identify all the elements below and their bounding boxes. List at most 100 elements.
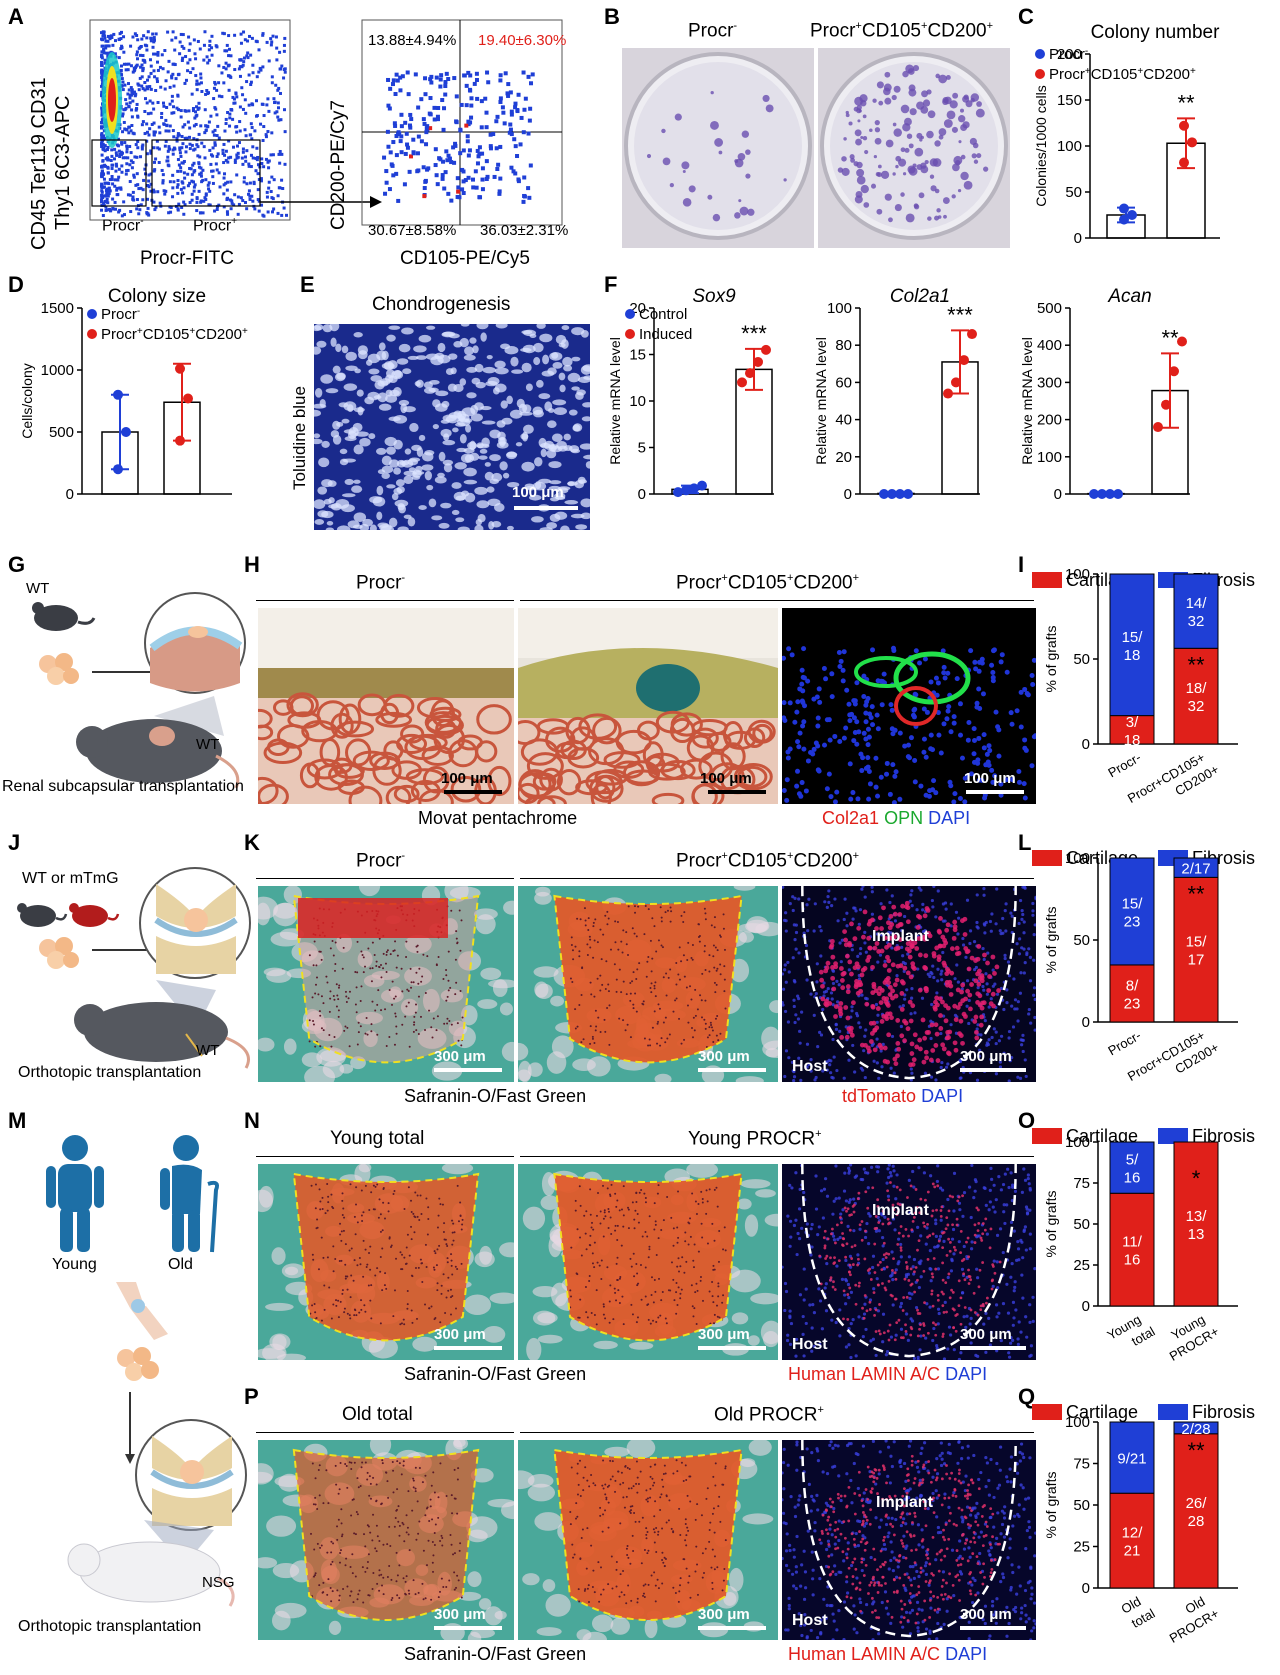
cell (435, 1029, 438, 1032)
cell (356, 1221, 359, 1224)
significance: *** (741, 321, 767, 346)
cell (400, 967, 403, 970)
nucleus (912, 706, 918, 712)
nucleus (1029, 763, 1035, 769)
cell (416, 1194, 419, 1197)
cell (673, 1299, 676, 1302)
chondrocyte (482, 366, 496, 374)
data-point (959, 355, 969, 366)
red-signal (941, 1046, 947, 1052)
flow-event (212, 86, 216, 90)
flow-event (248, 34, 252, 38)
flow-event (527, 118, 532, 123)
flow-event (251, 145, 255, 149)
flow-event (195, 143, 199, 147)
cell (600, 958, 603, 961)
red-signal (905, 919, 911, 925)
flow-event (190, 179, 194, 183)
flow-event (439, 73, 444, 78)
data-point (951, 377, 961, 388)
cell (712, 944, 715, 947)
flow-event (164, 189, 168, 193)
cell (682, 920, 685, 923)
nucleus (920, 996, 925, 1000)
flow-event (149, 71, 153, 75)
y-tick-label: 1500 (41, 300, 74, 317)
nucleus (837, 663, 843, 669)
red-signal (922, 965, 928, 970)
flow-event (168, 85, 172, 89)
chondrocyte (327, 480, 337, 487)
nucleus (990, 670, 996, 676)
flow-event (181, 142, 185, 146)
cell (634, 1209, 637, 1212)
chondrocyte (336, 525, 351, 530)
marrow (535, 886, 551, 897)
flow-event (154, 52, 158, 56)
nucleus (941, 670, 947, 676)
chondrocyte (481, 420, 496, 425)
flow-event (222, 205, 226, 209)
cell (651, 1026, 654, 1029)
cell (312, 1258, 315, 1261)
colony (902, 172, 907, 176)
stacked-bar-fibrosis (1173, 857, 1219, 878)
chondrocyte (404, 448, 412, 455)
cell (379, 1270, 382, 1273)
flow-event (168, 124, 172, 128)
cell (455, 937, 458, 940)
flow-event (179, 154, 183, 158)
flow-event (512, 137, 517, 142)
flow-event (125, 169, 129, 173)
red-signal (924, 988, 929, 994)
cell (364, 1310, 367, 1313)
red-signal (898, 922, 904, 927)
chondrocyte (431, 515, 443, 521)
cell (433, 1268, 436, 1271)
flow-event (101, 214, 105, 218)
nucleus (879, 933, 884, 937)
flow-event (238, 65, 242, 69)
red-signal (922, 1035, 928, 1041)
flow-event (211, 154, 215, 158)
nucleus (999, 1034, 1004, 1038)
flow-event (129, 44, 133, 48)
cell (593, 1266, 596, 1269)
data-point (753, 356, 763, 367)
red-signal (878, 1000, 884, 1006)
flow-event (124, 106, 128, 110)
cell (370, 1191, 373, 1194)
red-signal (848, 1025, 854, 1031)
flow-event (118, 208, 122, 212)
red-signal (911, 966, 917, 971)
nucleus (893, 769, 899, 775)
flow-event (164, 79, 168, 83)
red-signal (938, 1013, 943, 1018)
cell (651, 917, 654, 920)
cell (313, 1302, 316, 1305)
nucleus (857, 1021, 861, 1025)
cell (586, 1316, 589, 1319)
red-signal (888, 913, 894, 919)
nucleus (989, 997, 993, 1001)
colony (681, 161, 690, 170)
tubule (286, 692, 319, 718)
cell (380, 1009, 383, 1012)
nucleus (855, 796, 861, 802)
chondrocyte (397, 526, 409, 530)
marrow (501, 1041, 514, 1062)
flow-event (168, 205, 172, 209)
chondrocyte (415, 379, 424, 388)
nucleus (982, 988, 986, 992)
marrow (744, 1214, 759, 1237)
cell (657, 1316, 660, 1319)
significance: ** (1187, 652, 1205, 677)
nucleus (888, 702, 894, 708)
colony-dish-neg-image (622, 48, 814, 248)
flow-event (136, 57, 140, 61)
cell (409, 967, 412, 970)
flow-event (515, 154, 520, 159)
flow-event (140, 147, 144, 151)
flow-event (176, 158, 180, 162)
nucleus (1030, 682, 1036, 688)
